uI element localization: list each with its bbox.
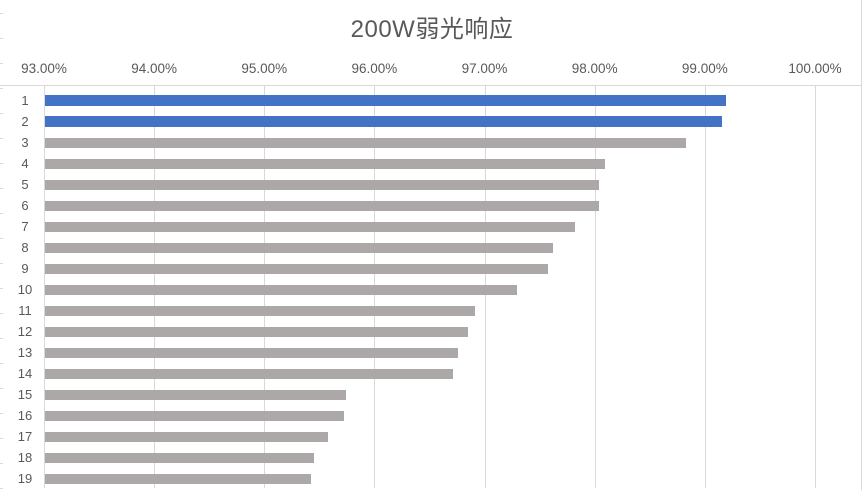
category-label: 17: [17, 429, 33, 444]
vertical-gridline: [44, 85, 45, 488]
data-bar: [45, 306, 475, 316]
data-bar: [45, 243, 553, 253]
data-bar: [45, 369, 453, 379]
data-bar: [45, 116, 722, 127]
worksheet-gridline-left-dash: [0, 63, 3, 64]
value-axis-line: [0, 85, 862, 86]
worksheet-gridline-left-dash: [0, 88, 3, 89]
worksheet-gridline-left-dash: [0, 38, 3, 39]
data-bar: [45, 159, 605, 169]
category-label: 13: [17, 345, 33, 360]
data-bar: [45, 222, 575, 232]
worksheet-gridline-left-dash: [0, 413, 3, 414]
data-bar: [45, 180, 599, 190]
category-label: 9: [21, 261, 29, 276]
worksheet-gridline-left-dash: [0, 313, 3, 314]
data-bar: [45, 285, 517, 295]
worksheet-gridline-left-dash: [0, 463, 3, 464]
category-label: 6: [21, 198, 29, 213]
x-axis-tick-label: 93.00%: [21, 61, 67, 76]
category-label: 3: [21, 135, 29, 150]
data-bar: [45, 138, 686, 148]
data-bar: [45, 264, 548, 274]
data-bar: [45, 95, 726, 106]
category-label: 15: [17, 387, 33, 402]
worksheet-gridline-left-dash: [0, 363, 3, 364]
vertical-gridline: [595, 85, 596, 488]
category-label: 1: [21, 93, 29, 108]
worksheet-gridline-left-dash: [0, 388, 3, 389]
x-axis-tick-label: 94.00%: [131, 61, 178, 76]
data-bar: [45, 432, 328, 442]
category-label: 10: [17, 282, 33, 297]
data-bar: [45, 201, 599, 211]
worksheet-gridline-left-dash: [0, 113, 3, 114]
worksheet-gridline-left-dash: [0, 238, 3, 239]
vertical-gridline: [705, 85, 706, 488]
chart-title: 200W弱光响应: [350, 16, 514, 43]
x-axis-tick-label: 97.00%: [461, 61, 508, 76]
data-bar: [45, 348, 458, 358]
category-label: 18: [17, 450, 33, 465]
category-label: 5: [21, 177, 29, 192]
x-axis-tick-label: 98.00%: [571, 61, 618, 76]
x-axis-tick-label: 99.00%: [681, 61, 728, 76]
worksheet-gridline-left-dash: [0, 188, 3, 189]
category-label: 7: [21, 219, 29, 234]
category-label: 8: [21, 240, 29, 255]
vertical-gridline: [815, 85, 816, 488]
category-label: 14: [17, 366, 33, 381]
worksheet-gridline-left-dash: [0, 488, 3, 489]
category-label: 4: [21, 156, 29, 171]
data-bar: [45, 474, 311, 484]
category-label: 11: [18, 303, 32, 318]
data-bar: [45, 390, 346, 400]
worksheet-gridline-left-dash: [0, 163, 3, 164]
worksheet-gridline-left-dash: [0, 263, 3, 264]
worksheet-gridline-right: [861, 0, 862, 490]
worksheet-gridline-left-dash: [0, 13, 3, 14]
data-bar: [45, 411, 344, 421]
category-label: 12: [17, 324, 33, 339]
worksheet-gridline-left-dash: [0, 213, 3, 214]
worksheet-gridline-left-dash: [0, 438, 3, 439]
category-label: 16: [17, 408, 33, 423]
x-axis-tick-label: 95.00%: [241, 61, 288, 76]
x-axis-tick-label: 96.00%: [351, 61, 398, 76]
worksheet-gridline-left-dash: [0, 138, 3, 139]
x-axis-tick-label: 100.00%: [788, 61, 842, 76]
worksheet-gridline-left-dash: [0, 338, 3, 339]
data-bar: [45, 453, 314, 463]
category-label: 2: [21, 114, 29, 129]
worksheet-gridline-left-dash: [0, 288, 3, 289]
category-label: 19: [17, 471, 33, 486]
data-bar: [45, 327, 468, 337]
